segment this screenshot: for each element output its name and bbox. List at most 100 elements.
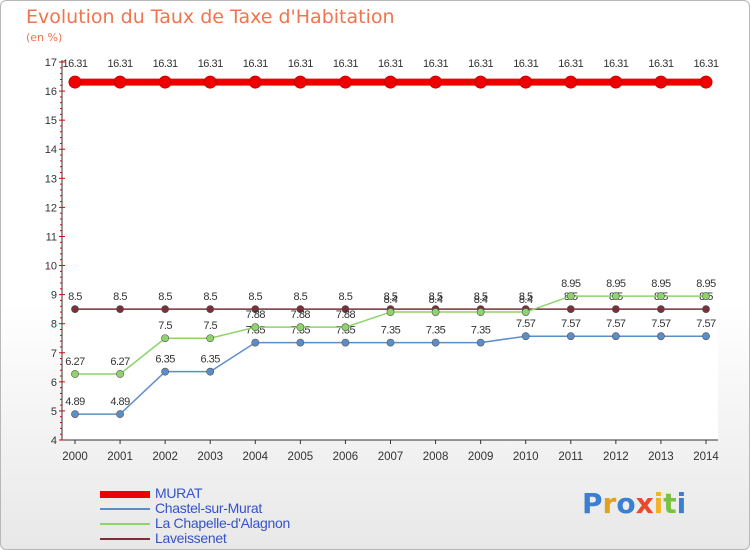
- x-tick-label: 2008: [423, 451, 449, 463]
- data-point: [611, 292, 620, 300]
- logo-letter: i: [676, 487, 687, 520]
- data-label: 8.95: [651, 278, 671, 290]
- data-point: [113, 75, 127, 89]
- data-point: [296, 323, 305, 332]
- data-label: 8.5: [293, 291, 307, 303]
- data-point: [521, 332, 530, 341]
- data-point: [251, 305, 260, 314]
- data-point: [251, 338, 260, 347]
- data-label: 8.5: [339, 291, 353, 303]
- data-label: 8.4: [474, 294, 488, 306]
- x-tick-label: 2006: [333, 451, 359, 463]
- data-label: 6.27: [110, 356, 130, 368]
- data-label: 7.35: [471, 325, 491, 337]
- data-label: 8.5: [429, 291, 443, 303]
- data-label: 16.31: [468, 58, 493, 70]
- data-point: [206, 334, 215, 343]
- data-point: [611, 332, 620, 341]
- y-tick-label: 9: [51, 290, 57, 302]
- data-point: [203, 75, 217, 89]
- proxiti-logo: Proxiti: [582, 487, 686, 520]
- x-tick-label: 2009: [468, 451, 494, 463]
- data-label: 7.88: [291, 309, 311, 321]
- data-point: [116, 370, 124, 378]
- data-label: 6.27: [65, 356, 85, 368]
- data-label: 16.31: [243, 58, 268, 70]
- data-label: 8.5: [248, 291, 262, 303]
- chart-subtitle: (en %): [26, 31, 63, 44]
- y-tick-label: 16: [45, 86, 57, 98]
- legend-label-murat: MURAT: [155, 485, 203, 501]
- data-label: 7.35: [381, 325, 401, 337]
- data-label: 8.5: [68, 291, 82, 303]
- data-point: [71, 410, 79, 419]
- data-label: 7.5: [203, 320, 217, 332]
- logo-letter: r: [602, 487, 617, 520]
- legend-item-chastel: Chastel-sur-Murat: [100, 500, 360, 517]
- data-point: [657, 332, 665, 341]
- legend-label-la-chapelle: La Chapelle-d'Alagnon: [155, 515, 290, 531]
- data-label: 16.31: [693, 58, 718, 70]
- data-point: [206, 367, 215, 376]
- data-label: 8.95: [561, 278, 581, 290]
- data-point: [609, 75, 623, 89]
- data-label: 8.4: [429, 294, 443, 306]
- data-label: 16.31: [108, 58, 133, 70]
- x-tick-label: 2010: [513, 451, 539, 463]
- data-point: [386, 308, 395, 316]
- x-tick-label: 2000: [62, 451, 88, 463]
- y-tick-label: 12: [45, 202, 57, 214]
- y-tick-label: 7: [51, 348, 57, 360]
- data-label: 6.35: [155, 354, 175, 366]
- legend-swatch-murat: [100, 491, 150, 498]
- legend-label-chastel: Chastel-sur-Murat: [155, 500, 262, 516]
- data-label: 16.31: [558, 58, 583, 70]
- data-point: [341, 305, 350, 314]
- legend-item-la-chapelle: La Chapelle-d'Alagnon: [100, 515, 360, 532]
- data-label: 8.4: [519, 294, 533, 306]
- y-tick-label: 13: [45, 173, 57, 185]
- data-point: [384, 75, 397, 89]
- y-tick-label: 11: [46, 231, 57, 243]
- data-label: 8.5: [519, 291, 533, 303]
- x-tick-label: 2001: [107, 451, 133, 463]
- data-label: 16.31: [513, 58, 538, 70]
- data-label: 8.5: [158, 291, 172, 303]
- data-label: 4.89: [65, 396, 85, 408]
- data-label: 16.31: [288, 58, 313, 70]
- data-label: 7.88: [246, 309, 266, 321]
- data-label: 16.31: [603, 58, 628, 70]
- data-label: 8.95: [696, 278, 716, 290]
- y-tick-label: 15: [45, 115, 57, 127]
- data-point: [71, 305, 79, 314]
- x-tick-label: 2011: [558, 451, 583, 463]
- data-point: [702, 292, 710, 300]
- data-label: 8.5: [113, 291, 127, 303]
- data-point: [699, 75, 713, 89]
- data-point: [702, 332, 710, 341]
- y-tick-label: 8: [51, 319, 57, 331]
- y-tick-label: 17: [45, 57, 57, 69]
- data-point: [161, 334, 170, 343]
- data-label: 7.5: [158, 320, 172, 332]
- x-tick-label: 2002: [152, 451, 178, 463]
- logo-letter: t: [663, 487, 677, 520]
- x-tick-label: 2012: [603, 451, 629, 463]
- legend-swatch-la-chapelle: [100, 523, 150, 525]
- data-point: [611, 305, 620, 314]
- data-point: [71, 370, 79, 378]
- data-label: 8.5: [474, 291, 488, 303]
- x-tick-label: 2007: [378, 451, 404, 463]
- data-point: [116, 305, 124, 314]
- data-label: 8.5: [203, 291, 217, 303]
- y-tick-label: 4: [51, 435, 57, 447]
- y-tick-label: 10: [45, 261, 57, 273]
- data-point: [338, 75, 352, 89]
- data-label: 7.57: [696, 318, 716, 330]
- plot-area: [62, 62, 718, 440]
- data-point: [341, 323, 350, 332]
- y-tick-label: 5: [51, 406, 57, 418]
- logo-letter: o: [616, 487, 636, 520]
- data-label: 16.31: [198, 58, 223, 70]
